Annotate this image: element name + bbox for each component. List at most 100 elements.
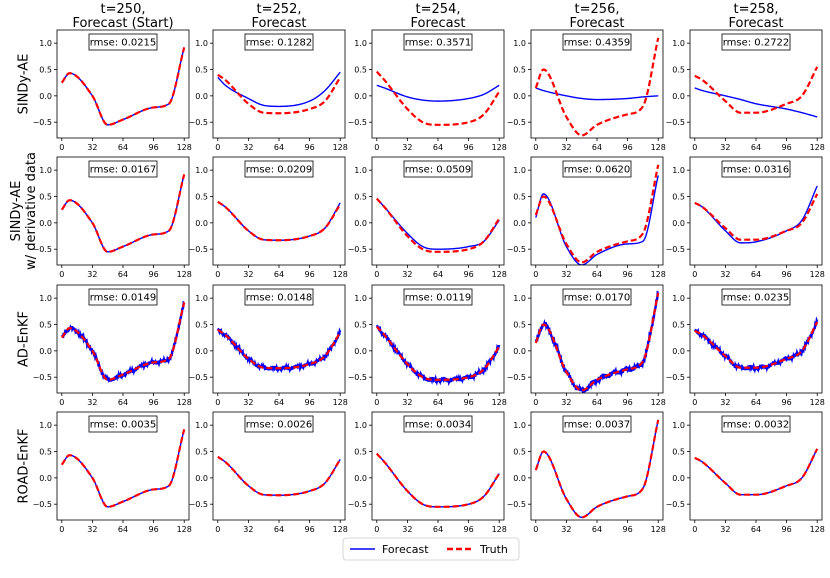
panel-r2-c5: 0 32 64 96 128 −0.5 0.0 0.5 1.0 rmse: 0.0316 xyxy=(666,156,825,279)
truth-line xyxy=(375,325,501,381)
y-tick-label: −0.5 xyxy=(666,118,685,127)
forecast-line xyxy=(376,84,500,102)
x-tick-label: 64 xyxy=(751,270,761,279)
rmse-label: rmse: 0.0034 xyxy=(405,420,472,431)
y-tick-label: 0.0 xyxy=(39,347,52,356)
y-tick-label: 0.5 xyxy=(354,66,367,75)
x-tick-label: 0 xyxy=(374,525,379,534)
x-tick-label: 96 xyxy=(464,270,474,279)
x-tick-label: 96 xyxy=(149,398,159,407)
y-tick-label: 0.5 xyxy=(513,66,526,75)
x-tick-label: 128 xyxy=(492,270,507,279)
x-tick-label: 128 xyxy=(492,398,507,407)
y-tick-label: 1.0 xyxy=(354,421,367,430)
column-title-3-line-1: t=254, xyxy=(416,2,461,17)
rmse-box xyxy=(403,288,473,306)
x-tick-label: 32 xyxy=(561,270,571,279)
y-tick-label: 1.0 xyxy=(195,39,208,48)
x-tick-label: 32 xyxy=(720,525,730,534)
forecast-line xyxy=(217,71,341,108)
y-tick-label: 0.5 xyxy=(672,321,685,330)
x-tick-label: 0 xyxy=(533,270,538,279)
y-tick-label: 0.0 xyxy=(39,474,52,483)
y-tick-label: 0.0 xyxy=(39,219,52,228)
x-tick-label: 96 xyxy=(305,270,315,279)
x-tick-label: 64 xyxy=(274,398,284,407)
x-tick-label: 128 xyxy=(651,143,666,152)
x-tick-label: 96 xyxy=(623,143,633,152)
y-tick-label: −0.5 xyxy=(189,500,208,509)
rmse-box xyxy=(562,415,632,433)
column-title-3-line-2: Forecast xyxy=(410,16,465,31)
y-tick-label: 1.0 xyxy=(195,294,208,303)
rmse-box xyxy=(403,160,473,178)
x-tick-label: 32 xyxy=(720,270,730,279)
x-tick-label: 32 xyxy=(561,525,571,534)
rmse-box xyxy=(562,288,632,306)
rmse-box xyxy=(244,160,314,178)
y-tick-label: 0.0 xyxy=(354,347,367,356)
truth-line xyxy=(694,66,819,114)
panel-r4-c5: 0 32 64 96 128 −0.5 0.0 0.5 1.0 rmse: 0.0032 xyxy=(666,411,825,534)
truth-line xyxy=(375,197,501,253)
rmse-label: rmse: 0.0149 xyxy=(90,293,157,304)
y-tick-label: −0.5 xyxy=(666,245,685,254)
x-tick-label: 0 xyxy=(533,398,538,407)
truth-line xyxy=(534,37,660,137)
forecast-line xyxy=(694,87,818,118)
truth-line xyxy=(217,73,342,115)
rmse-label: rmse: 0.0119 xyxy=(405,293,472,304)
x-tick-label: 0 xyxy=(59,143,64,152)
panel-r4-c3: 0 32 64 96 128 −0.5 0.0 0.5 1.0 rmse: 0.0034 xyxy=(348,411,507,534)
y-tick-label: −0.5 xyxy=(507,118,526,127)
x-tick-label: 32 xyxy=(402,270,412,279)
truth-line xyxy=(694,321,819,369)
x-tick-label: 0 xyxy=(59,270,64,279)
x-tick-label: 128 xyxy=(177,525,192,534)
x-tick-label: 32 xyxy=(87,525,97,534)
x-tick-label: 96 xyxy=(464,398,474,407)
column-title-4-line-2: Forecast xyxy=(569,16,624,31)
column-title-5-line-1: t=258, xyxy=(734,2,779,17)
y-tick-label: 1.0 xyxy=(672,294,685,303)
y-tick-label: 1.0 xyxy=(195,421,208,430)
legend-truth-label: Truth xyxy=(479,543,508,556)
truth-line xyxy=(60,429,186,508)
x-tick-label: 64 xyxy=(592,398,602,407)
y-tick-label: 0.5 xyxy=(672,193,685,202)
panel-r2-c3: 0 32 64 96 128 −0.5 0.0 0.5 1.0 rmse: 0.0509 xyxy=(348,156,507,279)
x-tick-label: 0 xyxy=(59,525,64,534)
y-tick-label: 0.5 xyxy=(195,66,208,75)
panel-r4-c2: 0 32 64 96 128 −0.5 0.0 0.5 1.0 rmse: 0.0026 xyxy=(189,411,348,534)
y-tick-label: 0.5 xyxy=(354,448,367,457)
rmse-box xyxy=(244,415,314,433)
row-label-2-line-2: w/ derivative data xyxy=(24,152,39,270)
y-tick-label: −0.5 xyxy=(348,500,367,509)
y-tick-label: 0.0 xyxy=(354,219,367,228)
panel-r3-c5: 0 32 64 96 128 −0.5 0.0 0.5 1.0 rmse: 0.0235 xyxy=(666,284,825,407)
x-tick-label: 64 xyxy=(118,525,128,534)
truth-line xyxy=(60,174,186,253)
x-tick-label: 128 xyxy=(651,525,666,534)
rmse-label: rmse: 0.1282 xyxy=(246,38,313,49)
x-tick-label: 128 xyxy=(177,143,192,152)
x-tick-label: 128 xyxy=(810,398,825,407)
rmse-label: rmse: 0.0167 xyxy=(90,165,157,176)
y-tick-label: 0.5 xyxy=(672,448,685,457)
rmse-label: rmse: 0.2722 xyxy=(723,38,790,49)
y-tick-label: 1.0 xyxy=(354,39,367,48)
rmse-box xyxy=(88,415,158,433)
rmse-box xyxy=(88,33,158,51)
y-tick-label: 1.0 xyxy=(513,166,526,175)
forecast-line xyxy=(61,301,185,384)
rmse-box xyxy=(562,160,632,178)
x-tick-label: 128 xyxy=(492,143,507,152)
x-tick-label: 64 xyxy=(433,143,443,152)
y-tick-label: 0.5 xyxy=(354,193,367,202)
y-tick-label: −0.5 xyxy=(507,245,526,254)
x-tick-label: 64 xyxy=(433,270,443,279)
legend-frame xyxy=(342,537,520,561)
truth-line xyxy=(217,328,342,370)
x-tick-label: 128 xyxy=(810,270,825,279)
truth-line xyxy=(534,292,660,392)
